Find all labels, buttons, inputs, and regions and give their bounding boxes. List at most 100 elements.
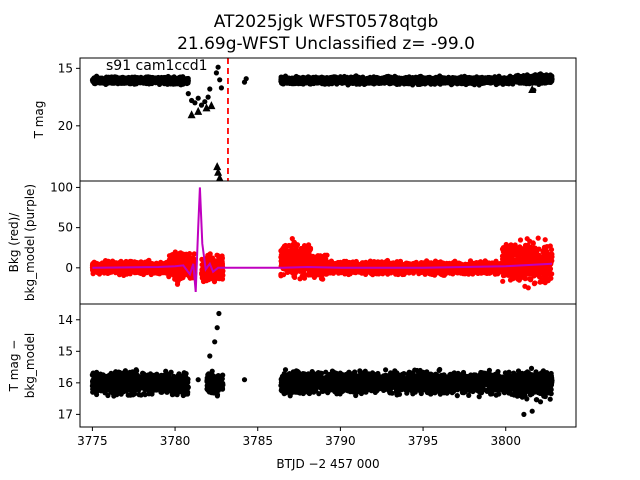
data-point <box>136 269 142 275</box>
data-point <box>149 80 155 87</box>
upper-limit-marker <box>216 173 224 181</box>
data-point <box>192 100 198 106</box>
data-point <box>140 271 147 278</box>
data-point <box>92 76 98 82</box>
data-point <box>156 268 162 274</box>
upper-limit-marker <box>207 101 216 110</box>
data-point <box>529 76 535 82</box>
chart-title-line2: 21.69g-WFST Unclassified z= -99.0 <box>177 34 475 54</box>
data-point <box>124 262 130 268</box>
data-point <box>522 75 528 81</box>
data-point <box>447 76 453 82</box>
data-point <box>180 275 186 281</box>
data-point <box>140 77 146 83</box>
data-point <box>124 78 130 84</box>
data-point <box>400 77 406 83</box>
data-point <box>206 255 212 261</box>
data-point <box>217 77 223 83</box>
data-point <box>418 73 424 79</box>
data-point <box>512 75 518 81</box>
plot-area-background <box>89 187 555 292</box>
data-point <box>536 81 542 87</box>
data-point <box>195 95 201 101</box>
data-point <box>243 76 249 82</box>
upper-limit-marker <box>528 85 537 93</box>
data-point <box>175 79 181 85</box>
data-point <box>181 258 188 265</box>
data-point <box>326 78 332 84</box>
data-point <box>202 99 208 105</box>
data-point <box>297 276 303 282</box>
data-point <box>284 79 291 85</box>
data-point <box>110 258 116 264</box>
data-point <box>173 258 180 264</box>
data-point <box>516 80 523 86</box>
data-point <box>339 76 345 82</box>
data-point <box>286 242 292 249</box>
y-tick-label: 20 <box>58 119 73 133</box>
data-point <box>106 268 112 274</box>
data-point <box>544 79 550 85</box>
data-point <box>482 75 488 81</box>
data-point <box>304 76 310 82</box>
data-point <box>215 64 221 70</box>
data-point <box>544 75 550 81</box>
data-point <box>198 102 205 108</box>
y-axis-label-tmag: T mag <box>32 101 46 140</box>
upper-limit-marker <box>214 167 223 176</box>
data-point <box>457 78 464 85</box>
upper-limit-marker <box>194 106 203 115</box>
panel-tmag: 15 20 T mag s91 cam1ccd1 <box>32 57 577 182</box>
data-point <box>488 79 494 85</box>
data-point <box>166 271 172 277</box>
data-point <box>205 94 211 100</box>
data-point <box>549 75 555 82</box>
chart-title-line1: AT2025jgk WFST0578qtgb <box>214 12 439 32</box>
data-point <box>97 80 103 86</box>
data-point <box>318 78 324 84</box>
data-point <box>133 79 139 85</box>
data-point <box>105 258 111 265</box>
data-point <box>213 70 219 76</box>
data-point <box>536 71 542 78</box>
data-point <box>118 267 124 273</box>
data-point <box>185 91 191 97</box>
data-point <box>502 75 508 82</box>
y-tick-label: 15 <box>58 61 73 75</box>
data-point <box>166 260 172 266</box>
upper-limit-marker <box>202 103 211 112</box>
data-point <box>214 252 220 258</box>
panel-annotation: s91 cam1ccd1 <box>106 58 208 74</box>
data-point <box>436 77 443 83</box>
data-point <box>497 77 503 83</box>
data-point <box>113 78 119 84</box>
data-point <box>428 76 434 83</box>
data-point <box>354 78 360 84</box>
data-point <box>169 267 175 273</box>
data-point <box>182 80 188 86</box>
data-point <box>147 76 153 82</box>
data-point <box>448 82 454 88</box>
data-point <box>385 78 391 84</box>
data-point <box>107 78 113 84</box>
data-point <box>416 81 422 87</box>
data-point <box>94 261 100 267</box>
data-point <box>539 76 545 82</box>
data-point <box>127 271 133 277</box>
data-point <box>191 251 197 257</box>
data-point <box>138 259 144 265</box>
data-point <box>422 78 428 84</box>
data-point <box>129 76 135 82</box>
upper-limit-marker <box>213 162 222 171</box>
data-point <box>174 281 181 287</box>
data-point <box>119 79 125 85</box>
data-point <box>345 76 351 82</box>
data-point <box>409 76 415 82</box>
data-point <box>178 250 184 256</box>
data-point <box>160 267 166 274</box>
data-point <box>312 78 318 84</box>
data-point <box>441 76 447 82</box>
data-point <box>476 77 482 83</box>
